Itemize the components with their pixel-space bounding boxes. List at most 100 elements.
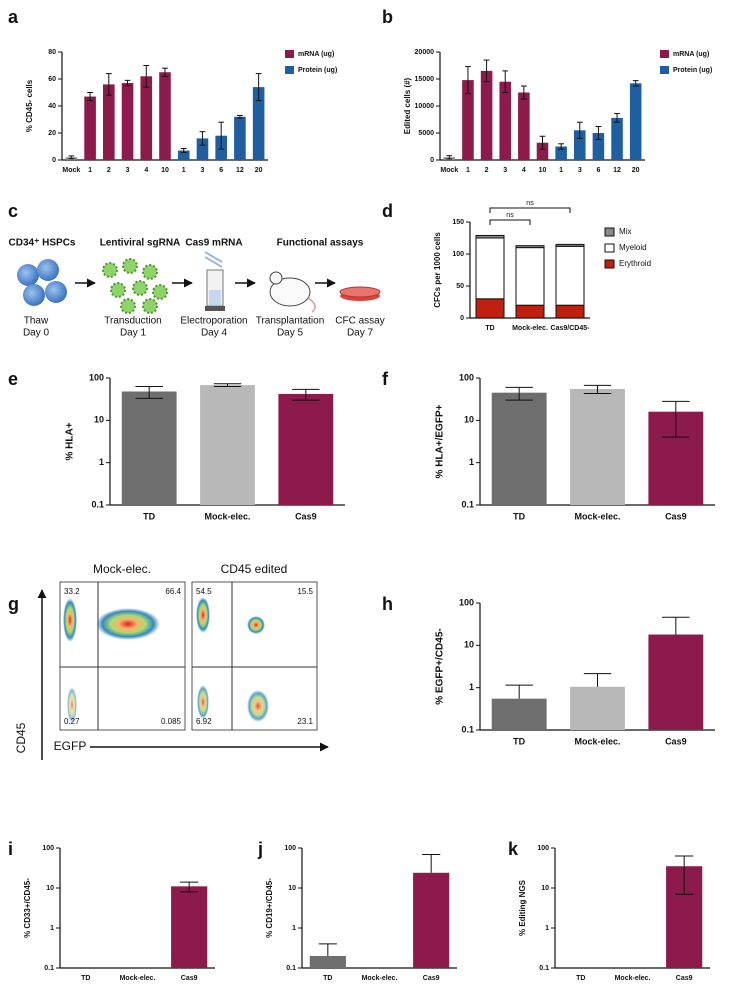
quadrant-value: 0.27 <box>64 717 80 726</box>
y-tick-label: 0.1 <box>539 965 549 972</box>
x-tick-label: Mock-elec. <box>204 511 250 521</box>
y-tick-label: 0 <box>460 315 464 322</box>
legend-label: Protein (ug) <box>673 67 712 74</box>
panel-letter: c <box>8 201 18 221</box>
bar <box>159 72 171 160</box>
y-axis-label: % HLA+ <box>65 422 76 460</box>
bar <box>234 116 246 160</box>
step-name: Transplantation <box>256 316 325 327</box>
legend-label: Protein (ug) <box>298 67 337 74</box>
x-tick-label: Mock <box>62 167 80 174</box>
x-tick-label: 3 <box>126 167 130 174</box>
x-tick-label: 4 <box>522 167 526 174</box>
legend-swatch <box>285 66 294 74</box>
legend-label: mRNA (ug) <box>298 51 334 58</box>
annotation: ns <box>506 212 514 219</box>
y-tick-label: 0.1 <box>461 499 474 509</box>
y-tick-label: 100 <box>42 845 54 852</box>
bar <box>491 698 547 730</box>
x-tick-label: TD <box>485 325 494 332</box>
bracket <box>489 219 531 225</box>
bar <box>140 76 153 160</box>
panel-letter: h <box>382 594 393 614</box>
y-tick-label: 10 <box>46 885 54 892</box>
bar <box>462 80 474 160</box>
annotation: ns <box>526 200 534 207</box>
y-tick-label: 20000 <box>415 49 435 56</box>
axis-label: EGFP <box>54 739 87 753</box>
x-tick-label: 2 <box>485 167 489 174</box>
x-tick-label: 10 <box>161 167 169 174</box>
y-tick-label: 40 <box>48 103 56 110</box>
y-tick-label: 0.1 <box>91 499 104 509</box>
bar <box>518 92 530 160</box>
y-tick-label: 1 <box>545 925 549 932</box>
bar <box>570 686 625 730</box>
bar <box>413 872 450 968</box>
y-axis-label: Edited cells (#) <box>403 77 412 134</box>
y-tick-label: 1 <box>50 925 54 932</box>
bar-segment <box>475 237 505 300</box>
x-tick-label: TD <box>513 736 525 746</box>
legend-label: mRNA (ug) <box>673 51 709 58</box>
x-tick-label: TD <box>513 511 525 521</box>
x-tick-label: 3 <box>201 167 205 174</box>
heading: Cas9 mRNA <box>185 238 242 249</box>
y-tick-label: 15000 <box>415 76 435 83</box>
y-tick-label: 100 <box>284 845 296 852</box>
bracket <box>489 207 571 213</box>
bar <box>611 117 623 160</box>
heading: Lentiviral sgRNA <box>100 238 181 249</box>
x-tick-label: 4 <box>144 167 148 174</box>
step-day: Day 7 <box>347 328 374 339</box>
density <box>63 597 269 723</box>
y-tick-label: 100 <box>89 372 104 382</box>
x-tick-label: 1 <box>559 167 563 174</box>
x-tick-label: 6 <box>596 167 600 174</box>
step-name: Electroporation <box>180 316 247 327</box>
quadrant-value: 0.085 <box>161 717 182 726</box>
legend-label: Myeloid <box>619 243 647 252</box>
y-tick-label: 100 <box>459 372 474 382</box>
bar <box>309 955 346 968</box>
legend-label: Mix <box>619 227 631 236</box>
y-tick-label: 0.1 <box>44 965 54 972</box>
quadrant-value: 54.5 <box>196 587 212 596</box>
x-tick-label: 6 <box>219 167 223 174</box>
panel-letter: e <box>8 369 18 389</box>
x-tick-label: Mock-elec. <box>512 325 548 332</box>
step-day: Day 5 <box>277 328 304 339</box>
axis-label: CD45 <box>14 722 28 753</box>
legend-label: Erythroid <box>619 259 651 268</box>
bar <box>536 142 549 160</box>
bar <box>480 70 493 160</box>
bar <box>84 96 96 160</box>
y-tick-label: 10 <box>541 885 549 892</box>
heading: CD34⁺ HSPCs <box>9 238 76 249</box>
y-axis-label: % HLA+/EGFP+ <box>435 404 446 478</box>
bar <box>252 87 265 160</box>
x-tick-label: TD <box>323 975 332 982</box>
y-axis-label: % Editing NGS <box>518 879 527 936</box>
panel-letter: b <box>382 7 393 27</box>
x-tick-label: 20 <box>632 167 640 174</box>
plot-title: CD45 edited <box>221 562 288 576</box>
panel-letter: k <box>508 839 519 859</box>
bar <box>570 388 625 505</box>
plot-title: Mock-elec. <box>93 562 151 576</box>
cuvette-icon <box>204 251 225 311</box>
y-tick-label: 10 <box>464 415 474 425</box>
y-tick-label: 1 <box>99 457 104 467</box>
dish-icon <box>339 286 381 301</box>
quadrant-value: 66.4 <box>165 587 181 596</box>
y-tick-label: 0 <box>430 157 434 164</box>
quadrant-value: 6.92 <box>196 717 212 726</box>
step-day: Day 4 <box>201 328 228 339</box>
y-axis-label: % CD19+/CD45- <box>265 878 274 938</box>
y-tick-label: 10000 <box>415 103 435 110</box>
step-name: CFC assay <box>335 316 384 327</box>
legend-swatch <box>660 66 669 74</box>
legend-swatch <box>285 50 294 58</box>
bar <box>499 81 512 160</box>
